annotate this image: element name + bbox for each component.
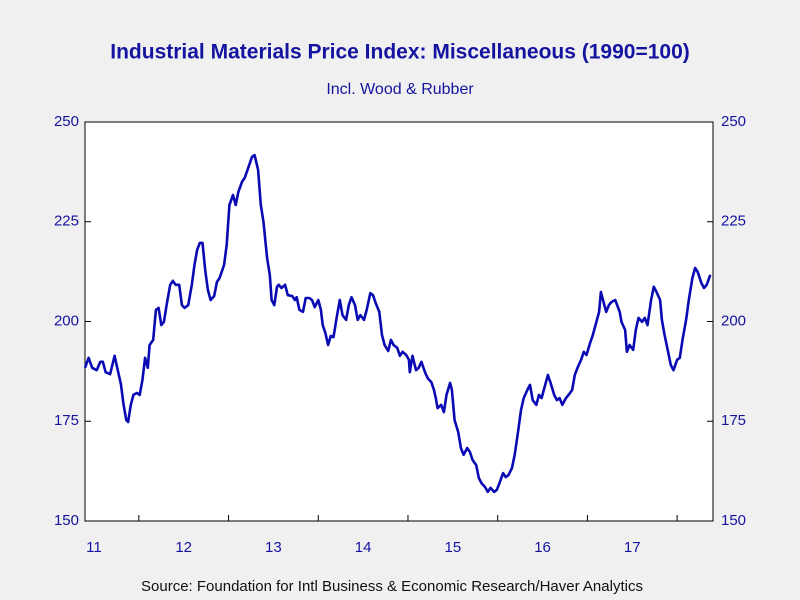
data-line xyxy=(83,153,712,494)
y2-tick-label: 175 xyxy=(721,412,746,429)
x-tick-label: 17 xyxy=(624,539,641,556)
x-tick-label: 13 xyxy=(265,539,282,556)
y-tick-label: 225 xyxy=(54,213,79,230)
y2-tick-label: 200 xyxy=(721,312,746,329)
y-tick-label: 150 xyxy=(54,512,79,529)
x-tick-label: 14 xyxy=(355,539,372,556)
x-tick-label: 15 xyxy=(444,539,461,556)
x-tick-label: 12 xyxy=(175,539,192,556)
plot-area xyxy=(84,121,714,522)
x-tick-label: 11 xyxy=(86,539,102,556)
y2-tick-label: 150 xyxy=(721,512,746,529)
source-note: Source: Foundation for Intl Business & E… xyxy=(141,578,643,595)
y-tick-label: 250 xyxy=(54,113,79,130)
chart-title: Industrial Materials Price Index: Miscel… xyxy=(110,41,690,64)
y2-tick-label: 225 xyxy=(721,213,746,230)
x-tick-label: 16 xyxy=(534,539,551,556)
y2-tick-label: 250 xyxy=(721,113,746,130)
chart-subtitle: Incl. Wood & Rubber xyxy=(326,81,474,98)
y-tick-label: 175 xyxy=(54,412,79,429)
y-tick-label: 200 xyxy=(54,312,79,329)
